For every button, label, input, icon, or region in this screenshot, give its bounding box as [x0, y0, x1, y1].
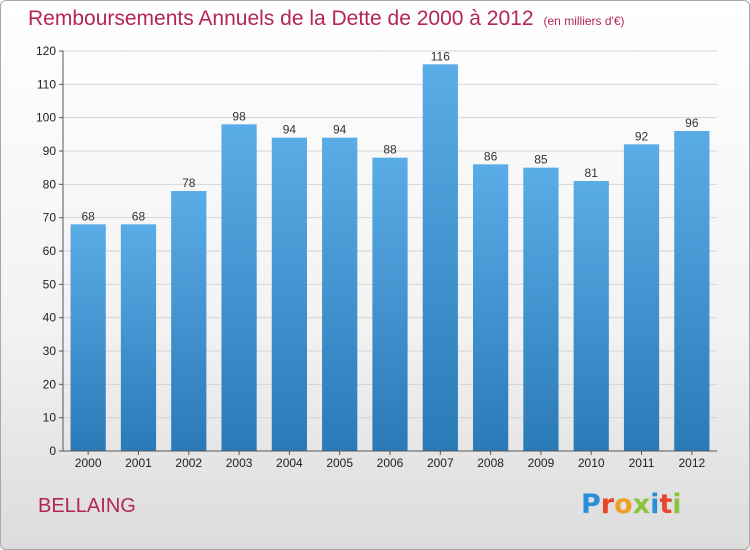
bar-value-label: 68	[132, 209, 146, 223]
x-tick-label: 2007	[427, 456, 454, 470]
bar-value-label: 81	[585, 166, 599, 180]
y-tick-label: 90	[43, 144, 57, 158]
bar-2004	[271, 137, 307, 451]
bar-value-label: 98	[232, 109, 246, 123]
y-tick-label: 50	[43, 277, 57, 291]
bar-2007	[422, 64, 458, 452]
logo-letter: o	[614, 489, 633, 520]
bar-2010	[573, 181, 609, 451]
bar-value-label: 94	[283, 123, 297, 137]
bar-value-label: 96	[685, 116, 699, 130]
bar-value-label: 94	[333, 123, 347, 137]
y-tick-label: 120	[36, 44, 56, 58]
logo-letter: x	[632, 489, 651, 520]
x-tick-label: 2009	[528, 456, 555, 470]
bar-2009	[523, 167, 559, 451]
bar-value-label: 116	[431, 49, 450, 63]
bar-2011	[623, 144, 660, 452]
y-tick-label: 0	[49, 444, 56, 458]
y-tick-label: 80	[43, 177, 57, 191]
bar-2000	[70, 224, 106, 451]
bars: 68 68 78 98 94 94 88 116 86 85 81 92 96	[70, 49, 710, 452]
bar-2006	[372, 157, 408, 451]
bar-2008	[473, 164, 509, 452]
title-text: Remboursements Annuels de la Dette de 20…	[28, 7, 534, 30]
chart-title: Remboursements Annuels de la Dette de 20…	[28, 7, 625, 31]
bar-value-label: 68	[81, 209, 95, 223]
bar-2002	[171, 191, 207, 451]
bar-2005	[322, 137, 358, 451]
y-tick-label: 40	[43, 311, 57, 325]
x-tick-label: 2000	[75, 456, 102, 470]
bar-2003	[221, 124, 257, 451]
logo-letter: t	[659, 489, 673, 520]
bar-value-label: 85	[534, 153, 548, 167]
y-tick-label: 100	[36, 111, 56, 125]
bar-value-label: 78	[182, 176, 196, 190]
x-tick-label: 2004	[276, 456, 303, 470]
logo-letter: i	[672, 489, 682, 520]
x-tick-label: 2011	[629, 456, 655, 470]
y-tick-label: 60	[43, 244, 57, 258]
x-tick-label: 2012	[678, 456, 705, 470]
logo-letter: i	[650, 489, 660, 520]
y-tick-label: 20	[43, 377, 57, 391]
x-tick-label: 2006	[377, 456, 404, 470]
y-tick-label: 10	[43, 411, 57, 425]
bar-value-label: 88	[383, 143, 397, 157]
unit-subtitle: (en milliers d'€)	[543, 14, 625, 28]
bar-value-label: 92	[635, 129, 649, 143]
logo-letter: P	[581, 489, 601, 520]
x-tick-label: 2001	[125, 456, 152, 470]
bar-value-label: 86	[484, 149, 498, 163]
commune-name: BELLAING	[38, 495, 136, 517]
y-tick-label: 70	[43, 211, 57, 225]
y-tick-label: 110	[37, 77, 56, 91]
bar-2012	[674, 131, 710, 451]
logo-letter: r	[600, 489, 615, 520]
x-tick-label: 2002	[175, 456, 202, 470]
proxiti-logo[interactable]: Proxiti	[581, 489, 682, 520]
x-tick-label: 2010	[578, 456, 605, 470]
x-tick-label: 2008	[477, 456, 504, 470]
y-tick-label: 30	[43, 344, 57, 358]
bar-2001	[120, 224, 157, 451]
x-tick-label: 2003	[226, 456, 253, 470]
axes: 0 10 20 30 40 50 60 70 80 90 100 110 120 2000 2001 2002…	[36, 44, 717, 470]
x-tick-label: 2005	[326, 456, 353, 470]
